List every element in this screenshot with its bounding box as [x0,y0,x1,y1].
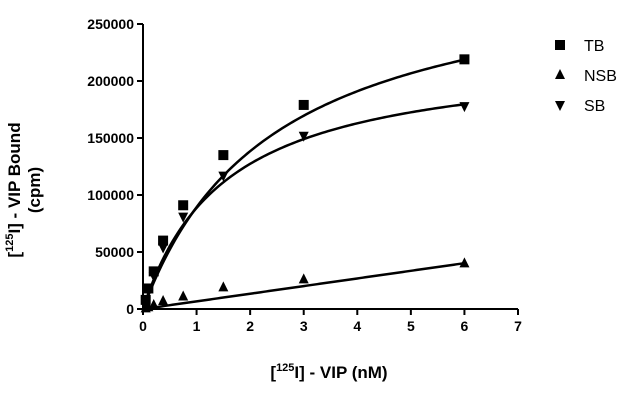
y-tick-label: 50000 [95,244,134,260]
y-tick-label: 150000 [87,130,134,146]
y-tick-label: 100000 [87,187,134,203]
point-tb [148,266,159,277]
point-tb [178,200,189,211]
legend-marker-nsb [555,69,565,79]
x-tick-label: 5 [407,318,415,334]
svg-text:[125I] - VIP Bound: [125I] - VIP Bound [4,122,24,257]
y-tick-label: 200000 [87,73,134,89]
axes [137,23,519,315]
point-nsb [298,273,309,284]
x-tick-label: 1 [193,318,201,334]
point-sb [140,297,151,308]
point-sb [459,102,470,113]
x-tick-label: 6 [461,318,469,334]
x-tick-label: 4 [353,318,361,334]
point-sb [298,131,309,142]
y-axis-title: [125I] - VIP Bound (cpm) [4,122,44,257]
point-sb [143,286,154,297]
tick-labels: 0 1 2 3 4 5 6 7 0 50000 100000 150000 200000 250000 [87,16,522,334]
point-tb [158,235,169,246]
legend: TB NSB SB [555,38,617,115]
point-tb [218,150,229,161]
point-sb [218,171,229,182]
y-tick-label: 250000 [87,16,134,32]
legend-marker-sb [555,101,565,111]
x-tick-label: 2 [246,318,254,334]
data-points [140,54,470,313]
point-tb [298,99,309,110]
legend-marker-tb [555,40,565,50]
point-sb [148,271,159,282]
legend-label-sb: SB [584,98,605,115]
fit-curves [141,58,465,311]
point-nsb [148,299,159,310]
point-nsb [158,295,169,306]
point-nsb [459,257,470,268]
legend-label-tb: TB [584,38,604,55]
x-tick-label: 7 [514,318,522,334]
point-sb [158,243,169,254]
y-tick-label: 0 [126,301,134,317]
x-tick-label: 0 [139,318,147,334]
point-nsb [218,281,229,292]
fit-curve-tb [141,58,465,310]
fit-curve-nsb [142,261,465,311]
point-nsb [178,290,189,301]
point-tb [459,54,470,65]
x-axis-title: [125I] - VIP (nM) [270,362,387,382]
legend-label-nsb: NSB [584,68,617,85]
x-tick-label: 3 [300,318,308,334]
point-sb [178,212,189,223]
y-axis-title-unit: (cpm) [25,167,44,213]
